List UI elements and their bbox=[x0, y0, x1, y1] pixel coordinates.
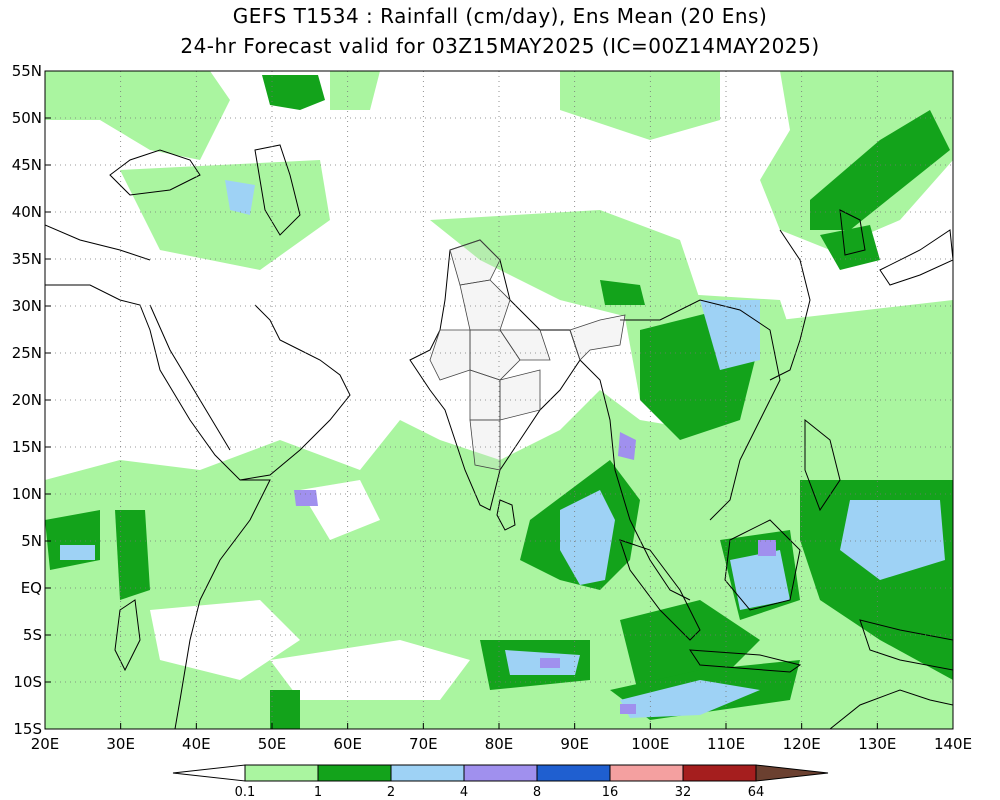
lon-tick-label: 80E bbox=[485, 735, 514, 753]
lon-tick-label: 30E bbox=[106, 735, 135, 753]
colorbar-arrow-right bbox=[755, 764, 829, 782]
lon-tick-label: 130E bbox=[858, 735, 896, 753]
colorbar-box bbox=[463, 764, 538, 782]
lon-tick-label: 50E bbox=[258, 735, 287, 753]
lat-tick-label: 15S bbox=[13, 720, 42, 738]
colorbar-label: 8 bbox=[533, 785, 541, 800]
colorbar-label: 0.1 bbox=[235, 785, 256, 800]
colorbar-arrow-left bbox=[172, 764, 246, 782]
lat-tick-label: 5S bbox=[23, 626, 42, 644]
rain-level-4-8 bbox=[294, 432, 776, 714]
colorbar-label: 16 bbox=[602, 785, 619, 800]
colorbar-label: 64 bbox=[748, 785, 765, 800]
lat-tick-label: 35N bbox=[12, 250, 42, 268]
india-state-boundaries bbox=[429, 239, 626, 471]
lon-tick-label: 40E bbox=[182, 735, 211, 753]
lon-tick-label: 60E bbox=[333, 735, 362, 753]
colorbar-box bbox=[317, 764, 392, 782]
lat-tick-label: 10N bbox=[12, 485, 42, 503]
lat-tick-label: 10S bbox=[13, 673, 42, 691]
lon-tick-label: 100E bbox=[631, 735, 669, 753]
chart-title-line1: GEFS T1534 : Rainfall (cm/day), Ens Mean… bbox=[232, 4, 768, 28]
colorbar-label: 1 bbox=[314, 785, 322, 800]
lon-tick-label: 20E bbox=[31, 735, 60, 753]
rain-level-below-0.1 bbox=[150, 480, 470, 700]
lat-tick-label: 45N bbox=[12, 156, 42, 174]
lat-tick-label: 50N bbox=[12, 109, 42, 127]
colorbar-box bbox=[609, 764, 684, 782]
lon-tick-label: 110E bbox=[707, 735, 745, 753]
coastlines bbox=[45, 144, 953, 729]
colorbar-box bbox=[682, 764, 757, 782]
lat-tick-label: 55N bbox=[12, 62, 42, 80]
lat-tick-label: 25N bbox=[12, 344, 42, 362]
lon-tick-label: 120E bbox=[783, 735, 821, 753]
lon-axis: 20E 30E 40E 50E 60E 70E 80E 90E 100E 110E 120E 130E… bbox=[31, 723, 972, 753]
colorbar-box bbox=[244, 764, 319, 782]
colorbar-box bbox=[536, 764, 611, 782]
lat-tick-label: 30N bbox=[12, 297, 42, 315]
lat-tick-label: 15N bbox=[12, 438, 42, 456]
colorbar-label: 2 bbox=[387, 785, 395, 800]
lat-tick-label: 5N bbox=[21, 532, 42, 550]
colorbar-label: 4 bbox=[460, 785, 468, 800]
lat-tick-label: 40N bbox=[12, 203, 42, 221]
lon-tick-label: 90E bbox=[560, 735, 589, 753]
lon-tick-label: 70E bbox=[409, 735, 438, 753]
lat-axis: 55N 50N 45N 40N 35N 30N 25N 20N 15N 10N 5N EQ 5S 10S 1… bbox=[12, 62, 51, 738]
chart-title-line2: 24-hr Forecast valid for 03Z15MAY2025 (I… bbox=[180, 34, 820, 58]
colorbar: 0.1 1 2 4 8 16 32 64 bbox=[172, 764, 829, 800]
lon-tick-label: 140E bbox=[934, 735, 972, 753]
colorbar-label: 32 bbox=[675, 785, 692, 800]
lat-tick-label: EQ bbox=[21, 579, 42, 597]
colorbar-box bbox=[390, 764, 465, 782]
lat-tick-label: 20N bbox=[12, 391, 42, 409]
